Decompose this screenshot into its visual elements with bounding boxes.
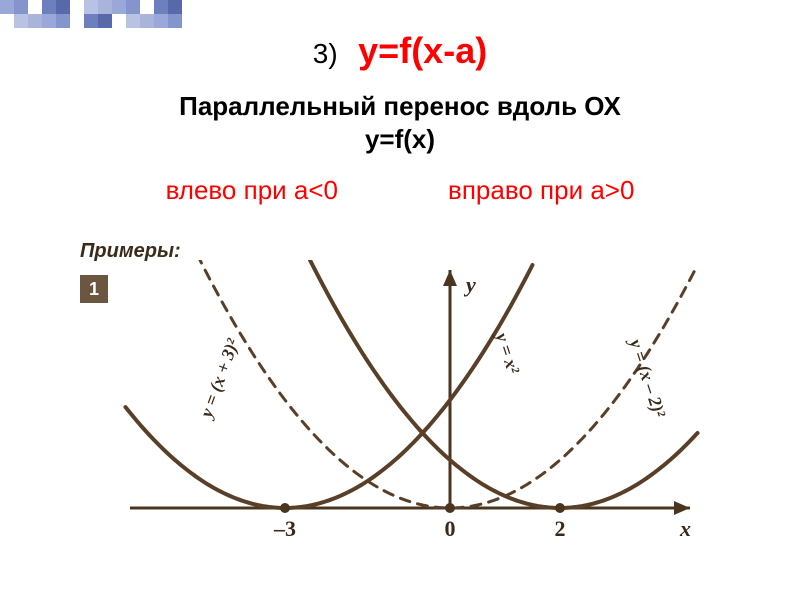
condition-right: вправо при a>0 [448, 175, 634, 206]
svg-text:0: 0 [445, 516, 456, 541]
title-formula: y=f(x-a) [358, 30, 487, 71]
conditions-row: влево при a<0 вправо при a>0 [0, 175, 800, 206]
svg-text:–3: –3 [273, 516, 296, 541]
svg-text:y: y [463, 272, 476, 297]
title-number: 3) [313, 38, 338, 69]
svg-text:x: x [679, 516, 691, 541]
deco-square [98, 0, 112, 14]
example-badge: 1 [80, 275, 108, 303]
slide-title: 3) y=f(x-a) [0, 30, 800, 72]
deco-square [182, 0, 196, 14]
deco-square [126, 14, 140, 28]
deco-square [154, 14, 168, 28]
deco-square [42, 14, 56, 28]
slide-corner-decoration [0, 0, 196, 28]
deco-square [126, 0, 140, 14]
parabola-chart: y x –3 0 2 y = (x + 3)² y = x² y = (x – 2)² [120, 260, 700, 560]
svg-text:y = x²: y = x² [491, 328, 524, 376]
deco-square [42, 0, 56, 14]
deco-square [112, 14, 126, 28]
subtitle-line1: Параллельный перенос вдоль ОХ [0, 90, 800, 123]
svg-text:2: 2 [555, 516, 566, 541]
svg-text:y = (x + 3)²: y = (x + 3)² [195, 335, 244, 422]
deco-square [14, 0, 28, 14]
condition-left: влево при a<0 [166, 175, 338, 206]
deco-square [182, 14, 196, 28]
deco-square [14, 14, 28, 28]
slide-subtitle: Параллельный перенос вдоль ОХ y=f(x) [0, 90, 800, 155]
deco-square [56, 0, 70, 14]
deco-square [140, 0, 154, 14]
deco-square [154, 0, 168, 14]
deco-square [70, 14, 84, 28]
deco-square [0, 0, 14, 14]
chart-svg: y x –3 0 2 y = (x + 3)² y = x² y = (x – 2)² [120, 260, 700, 560]
deco-square [84, 14, 98, 28]
deco-square [56, 14, 70, 28]
deco-square [84, 0, 98, 14]
deco-square [168, 14, 182, 28]
deco-square [0, 14, 14, 28]
deco-square [140, 14, 154, 28]
deco-square [168, 0, 182, 14]
deco-square [28, 0, 42, 14]
subtitle-line2: y=f(x) [0, 123, 800, 156]
deco-square [112, 0, 126, 14]
svg-text:y = (x – 2)²: y = (x – 2)² [624, 335, 670, 421]
deco-square [98, 14, 112, 28]
deco-square [28, 14, 42, 28]
deco-square [70, 0, 84, 14]
